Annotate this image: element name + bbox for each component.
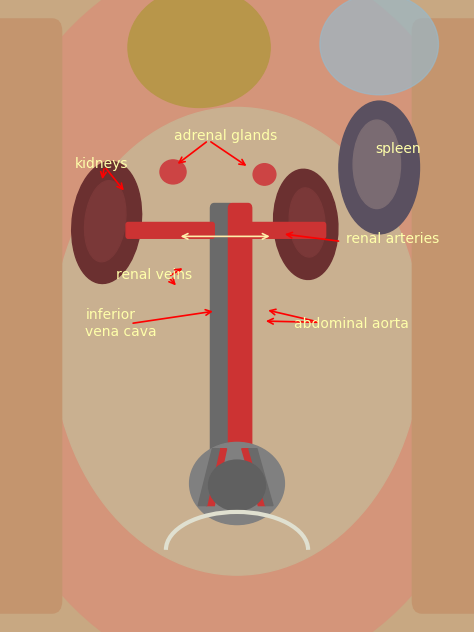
- Ellipse shape: [320, 0, 438, 95]
- Ellipse shape: [289, 188, 325, 257]
- Polygon shape: [206, 449, 227, 506]
- Ellipse shape: [253, 164, 276, 185]
- FancyBboxPatch shape: [228, 204, 252, 454]
- Polygon shape: [198, 449, 219, 506]
- Ellipse shape: [209, 460, 265, 511]
- Text: kidneys: kidneys: [75, 157, 128, 171]
- Text: inferior
vena cava: inferior vena cava: [85, 308, 157, 339]
- Text: abdominal aorta: abdominal aorta: [294, 317, 409, 331]
- Ellipse shape: [160, 160, 186, 184]
- Text: adrenal glands: adrenal glands: [173, 129, 277, 143]
- Ellipse shape: [72, 161, 142, 284]
- FancyBboxPatch shape: [248, 222, 326, 238]
- FancyBboxPatch shape: [210, 204, 234, 454]
- Ellipse shape: [128, 0, 270, 107]
- Ellipse shape: [84, 181, 126, 262]
- Text: renal veins: renal veins: [116, 268, 192, 282]
- FancyBboxPatch shape: [0, 19, 62, 613]
- Polygon shape: [242, 449, 265, 506]
- Polygon shape: [249, 449, 273, 506]
- Ellipse shape: [52, 107, 422, 575]
- FancyBboxPatch shape: [126, 222, 214, 238]
- Text: renal arteries: renal arteries: [346, 232, 439, 246]
- Ellipse shape: [353, 120, 401, 209]
- Ellipse shape: [190, 442, 284, 525]
- Ellipse shape: [339, 101, 419, 234]
- FancyBboxPatch shape: [412, 19, 474, 613]
- Text: spleen: spleen: [375, 142, 421, 155]
- Ellipse shape: [273, 169, 338, 279]
